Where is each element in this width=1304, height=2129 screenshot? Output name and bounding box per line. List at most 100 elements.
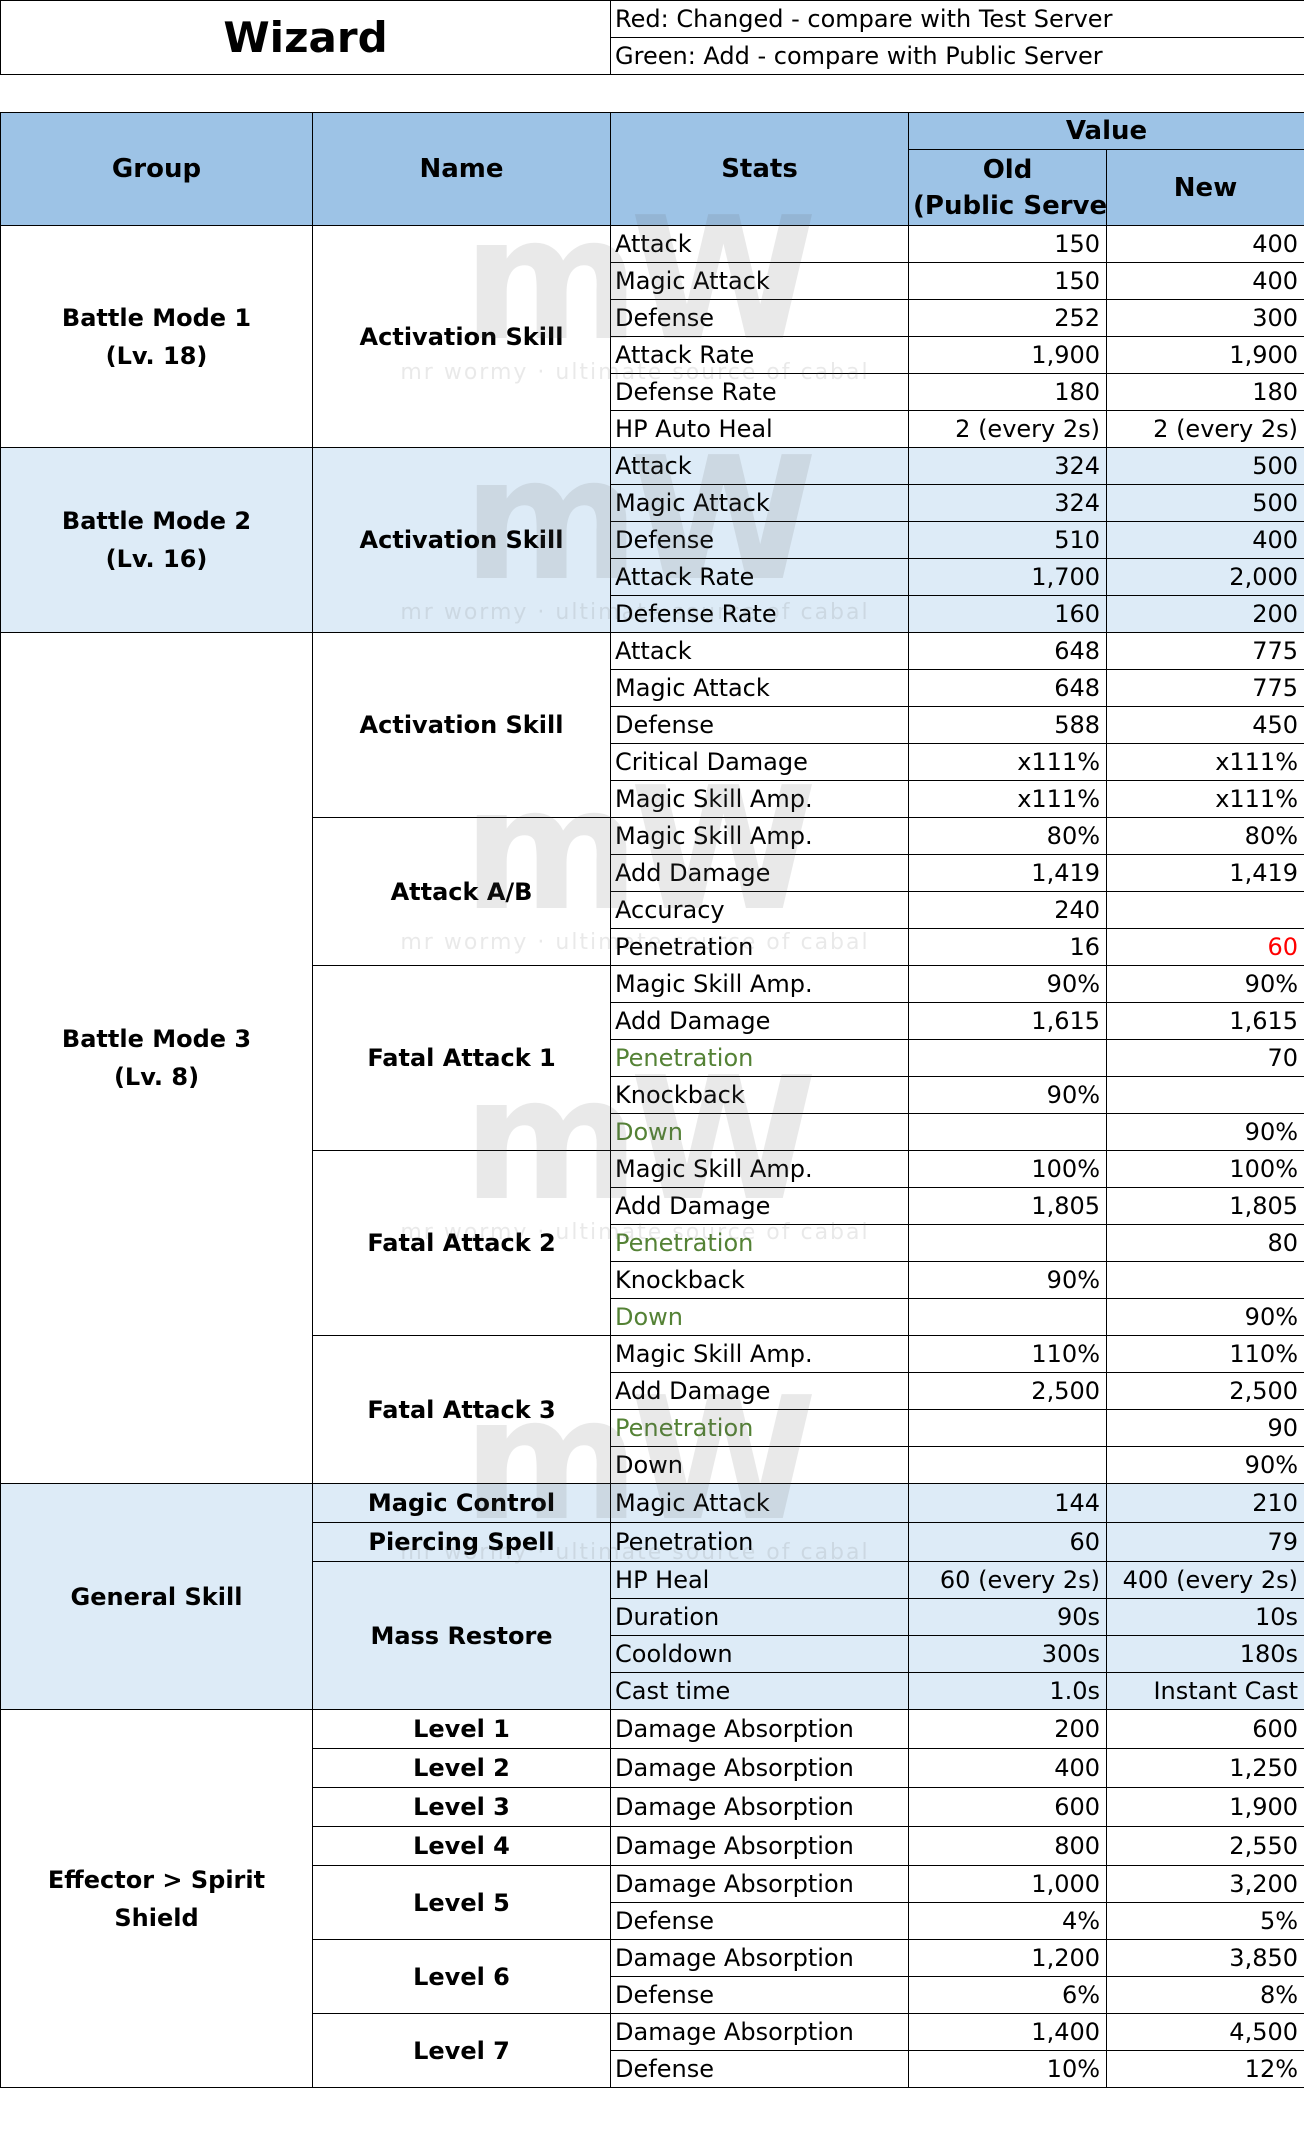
new-value-cell: 90%	[1106, 1446, 1304, 1484]
table-row: Penetration 90	[1, 1409, 1304, 1447]
stat-cell: Penetration	[610, 1409, 910, 1447]
table-row: Add Damage 1,615 1,615	[1, 1002, 1304, 1040]
stat-cell: Magic Attack	[610, 484, 910, 522]
stat-cell: Magic Skill Amp.	[610, 817, 910, 855]
new-value-cell: 2,000	[1106, 558, 1304, 596]
old-value-cell: 144	[908, 1483, 1108, 1523]
skill-name: Level 4	[311, 1826, 612, 1866]
skill-name: Activation Skill	[311, 632, 612, 818]
old-value-cell: 10%	[908, 2050, 1108, 2088]
stat-cell: Attack	[610, 447, 910, 485]
old-value-cell: 1,900	[908, 336, 1108, 374]
stat-cell: Add Damage	[610, 1187, 910, 1225]
group-level: (Lv. 8)	[113, 1063, 200, 1091]
stat-cell: Damage Absorption	[610, 1787, 910, 1827]
skill-name: Level 1	[311, 1709, 612, 1749]
table-row: Penetration 16 60	[1, 928, 1304, 966]
new-value-cell: 100%	[1106, 1150, 1304, 1188]
new-value-cell: 400	[1106, 262, 1304, 300]
new-value-cell: 110%	[1106, 1335, 1304, 1373]
old-value-cell: 1,000	[908, 1865, 1108, 1903]
new-value-cell: x111%	[1106, 780, 1304, 818]
new-value-cell: 4,500	[1106, 2013, 1304, 2051]
skill-name: Fatal Attack 2	[311, 1150, 612, 1336]
new-value-cell: 500	[1106, 484, 1304, 522]
table-row: Down 90%	[1, 1446, 1304, 1484]
stat-cell: Attack Rate	[610, 336, 910, 374]
new-value-cell: x111%	[1106, 743, 1304, 781]
new-value-cell: 600	[1106, 1709, 1304, 1749]
new-value-cell: 10s	[1106, 1598, 1304, 1636]
new-value-cell: 3,850	[1106, 1939, 1304, 1977]
table-row: Defense Rate 180 180	[1, 373, 1304, 411]
table-row: Duration 90s 10s	[1, 1598, 1304, 1636]
table-row: HP Auto Heal 2 (every 2s) 2 (every 2s)	[1, 410, 1304, 448]
old-value-cell: 1,419	[908, 854, 1108, 892]
new-value-cell: 90%	[1106, 965, 1304, 1003]
old-value-cell: 588	[908, 706, 1108, 744]
table-row: Magic Attack 150 400	[1, 262, 1304, 300]
stat-cell: Down	[610, 1446, 910, 1484]
table-row: Add Damage 1,805 1,805	[1, 1187, 1304, 1225]
group-cell-general: General Skill	[0, 1483, 313, 1710]
table-row: Battle Mode 1 (Lv. 18) Activation Skill Att…	[0, 225, 1304, 448]
new-value-cell: 3,200	[1106, 1865, 1304, 1903]
table-row: Add Damage 2,500 2,500	[1, 1372, 1304, 1410]
table-row: Fatal Attack 2 Magic Skill Amp. 100% 100%	[1, 1150, 1304, 1336]
table-row: Level 3 Damage Absorption 600 1,900	[1, 1787, 1304, 1827]
group-label: Battle Mode 3	[61, 1025, 252, 1053]
old-value-cell: 648	[908, 669, 1108, 707]
old-value-cell: 80%	[908, 817, 1108, 855]
stat-cell: Add Damage	[610, 1372, 910, 1410]
skill-name: Piercing Spell	[311, 1522, 612, 1562]
header-group: Group	[0, 112, 313, 226]
new-value-cell: 12%	[1106, 2050, 1304, 2088]
skill-name: Level 6	[311, 1939, 612, 2014]
table-row: Magic Skill Amp. x111% x111%	[1, 780, 1304, 818]
new-value-cell: 400	[1106, 225, 1304, 263]
stat-cell: Magic Attack	[610, 262, 910, 300]
old-value-cell	[908, 1446, 1108, 1484]
skill-name: Fatal Attack 1	[311, 965, 612, 1151]
new-value-cell: 80%	[1106, 817, 1304, 855]
group-cell-bm2: Battle Mode 2 (Lv. 16)	[0, 447, 313, 633]
group-label: General Skill	[70, 1582, 243, 1611]
old-value-cell: x111%	[908, 743, 1108, 781]
old-value-cell: 1,400	[908, 2013, 1108, 2051]
old-value-cell: 400	[908, 1748, 1108, 1788]
table-row: Defense 10% 12%	[1, 2050, 1304, 2088]
new-value-cell: 80	[1106, 1224, 1304, 1262]
new-value-cell: Instant Cast	[1106, 1672, 1304, 1710]
group-label: Effector > Spirit Shield	[47, 1865, 266, 1932]
skill-name: Level 3	[311, 1787, 612, 1827]
new-value-cell: 2 (every 2s)	[1106, 410, 1304, 448]
new-value-cell	[1106, 891, 1304, 929]
old-value-cell	[908, 1409, 1108, 1447]
stat-cell: Knockback	[610, 1076, 910, 1114]
skill-name: Mass Restore	[311, 1561, 612, 1710]
header-name: Name	[311, 112, 612, 226]
new-value-cell: 1,615	[1106, 1002, 1304, 1040]
stat-cell: Magic Skill Amp.	[610, 965, 910, 1003]
stat-cell: Damage Absorption	[610, 1865, 910, 1903]
spacer-row	[0, 74, 1304, 113]
table-row: Mass Restore HP Heal 60 (every 2s) 400 (eve…	[1, 1561, 1304, 1710]
table-row: Penetration 80	[1, 1224, 1304, 1262]
stat-cell: Defense	[610, 1902, 910, 1940]
table-row: Knockback 90%	[1, 1261, 1304, 1299]
stat-cell: Damage Absorption	[610, 1939, 910, 1977]
table-row: Accuracy 240	[1, 891, 1304, 929]
stat-cell: Penetration	[610, 1039, 910, 1077]
stat-cell: HP Auto Heal	[610, 410, 910, 448]
table-row: General Skill Magic Control Magic Attack 14…	[0, 1483, 1304, 1710]
stat-cell: Cooldown	[610, 1635, 910, 1673]
new-value-cell: 5%	[1106, 1902, 1304, 1940]
stat-cell: Knockback	[610, 1261, 910, 1299]
table-row: Attack Rate 1,700 2,000	[1, 558, 1304, 596]
table-row: Fatal Attack 3 Magic Skill Amp. 110% 110%	[1, 1335, 1304, 1484]
table-row: Critical Damage x111% x111%	[1, 743, 1304, 781]
group-level: (Lv. 16)	[105, 545, 208, 573]
old-value-cell: 150	[908, 225, 1108, 263]
